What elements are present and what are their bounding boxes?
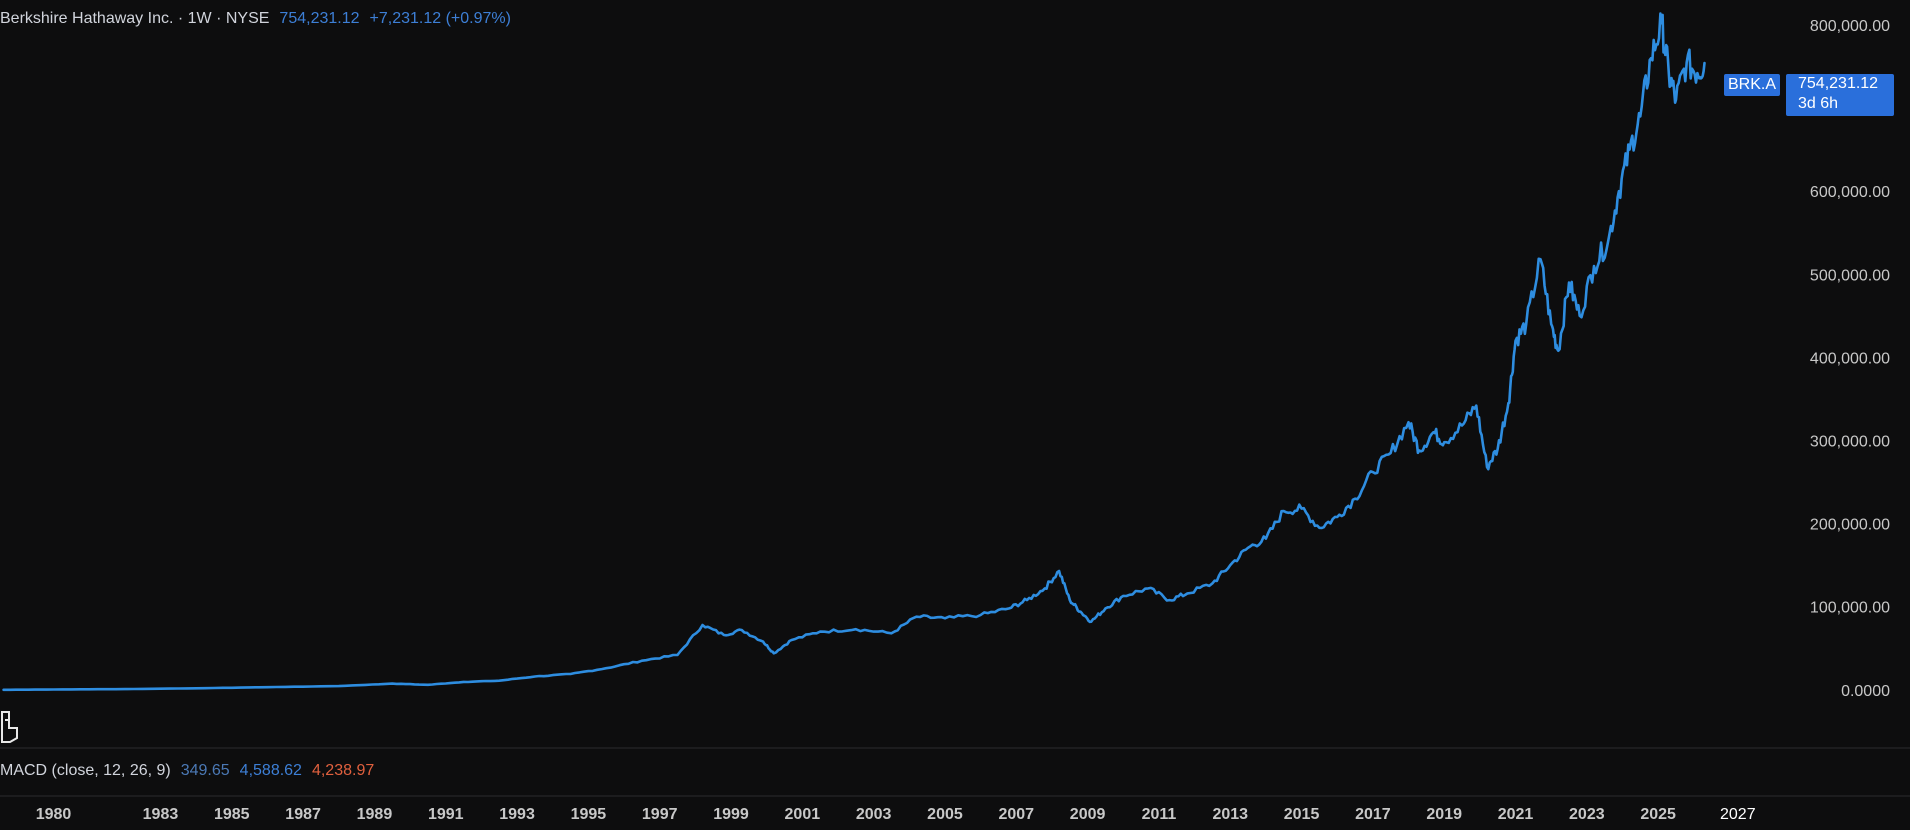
price-series-line[interactable] (2, 12, 1706, 692)
x-tick-label: 2011 (1142, 806, 1177, 823)
x-tick-label: 1983 (143, 806, 179, 823)
x-tick-label: 1985 (214, 806, 250, 823)
x-tick-label: 2007 (998, 806, 1034, 823)
legend-header: Berkshire Hathaway Inc. · 1W · NYSE 754,… (0, 8, 511, 30)
x-tick-label: 1995 (571, 806, 607, 823)
x-tick-label: 2027 (1720, 806, 1756, 823)
y-tick-label: 600,000.00 (1810, 184, 1890, 201)
x-tick-label: 1987 (285, 806, 321, 823)
x-tick-label: 2019 (1426, 806, 1462, 823)
y-tick-label: 500,000.00 (1810, 267, 1890, 284)
x-tick-label: 2009 (1070, 806, 1106, 823)
y-tick-label: 400,000.00 (1810, 350, 1890, 367)
x-tick-label: 1993 (499, 806, 535, 823)
histogram-value: 4,238.97 (311, 762, 375, 779)
macd-value: 349.65 (180, 762, 230, 779)
x-tick-label: 1997 (642, 806, 678, 823)
macd-legend[interactable]: MACD (close, 12, 26, 9) 349.65 4,588.62 … (0, 760, 374, 782)
x-tick-label: 1991 (428, 806, 464, 823)
y-tick-label: 100,000.00 (1810, 600, 1890, 617)
x-tick-label: 1999 (713, 806, 749, 823)
y-tick-label: 0.0000 (1841, 683, 1890, 700)
x-tick-label: 1989 (357, 806, 393, 823)
x-tick-label: 2017 (1355, 806, 1391, 823)
last-price: 754,231.12 (279, 10, 360, 27)
x-tick-label: 2003 (856, 806, 892, 823)
signal-value: 4,588.62 (239, 762, 302, 779)
x-tick-label: 2005 (927, 806, 963, 823)
x-tick-label: 2023 (1569, 806, 1605, 823)
price-label-tag: 754,231.12 3d 6h (1786, 74, 1894, 116)
price-change: +7,231.12 (+0.97%) (369, 10, 511, 27)
x-tick-label: 2013 (1212, 806, 1248, 823)
x-tick-label: 2021 (1498, 806, 1534, 823)
x-tick-label: 2001 (785, 806, 821, 823)
x-tick-label: 2025 (1640, 806, 1676, 823)
symbol-info[interactable]: Berkshire Hathaway Inc. · 1W · NYSE (0, 10, 270, 27)
time-axis[interactable]: 1980 1983 1985 1987 1989 1991 1993 1995 1997 1999… (36, 806, 1756, 823)
symbol-price-tag[interactable]: BRK.A (1724, 74, 1780, 96)
bar-countdown: 3d 6h (1798, 95, 1839, 112)
y-tick-label: 800,000.00 (1810, 18, 1890, 35)
x-tick-label: 1980 (36, 806, 72, 823)
x-tick-label: 2015 (1284, 806, 1320, 823)
y-tick-label: 200,000.00 (1810, 517, 1890, 534)
y-tick-label: 300,000.00 (1810, 433, 1890, 450)
indicator-name[interactable]: MACD (close, 12, 26, 9) (0, 762, 171, 779)
price-label-value: 754,231.12 (1798, 75, 1879, 92)
person-icon[interactable] (0, 708, 22, 751)
